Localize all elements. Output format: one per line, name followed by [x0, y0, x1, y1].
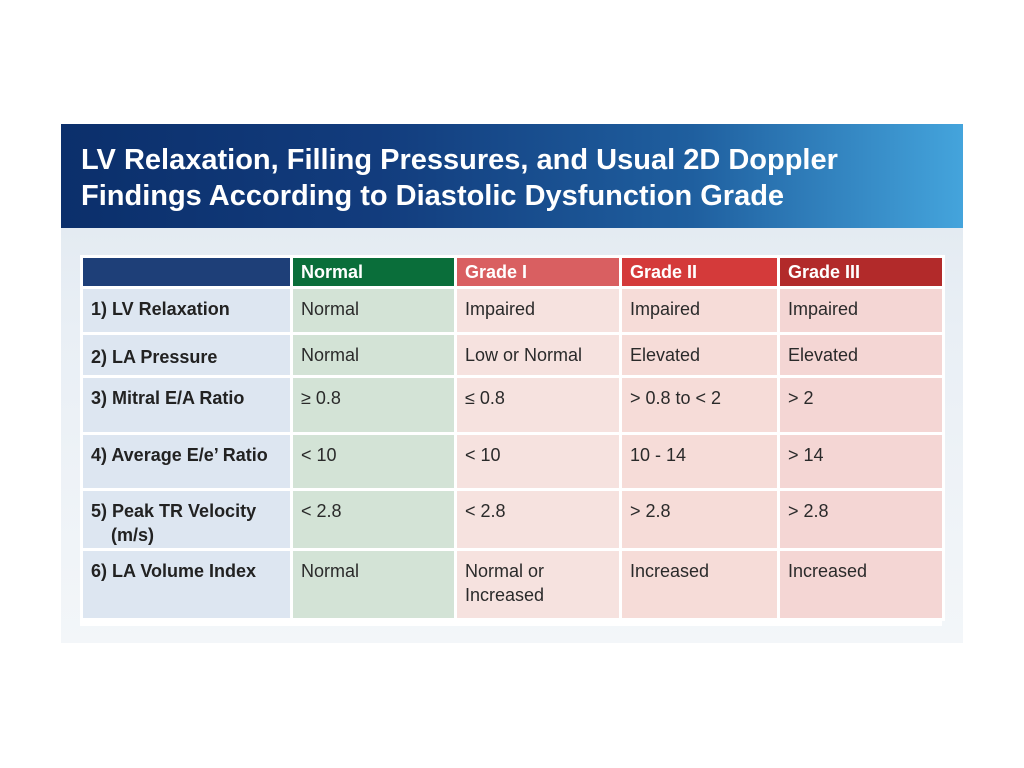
cell-grade-1: ≤ 0.8 [454, 375, 622, 435]
title-line-1: LV Relaxation, Filling Pressures, and Us… [81, 144, 838, 176]
row-label: 6) LA Volume Index [80, 548, 293, 621]
cell-normal: Normal [290, 548, 457, 621]
cell-grade-1: Impaired [454, 286, 622, 335]
header-blank [80, 255, 293, 289]
cell-grade-3: Increased [777, 548, 945, 621]
cell-grade-2: Elevated [619, 332, 780, 378]
slide: LV Relaxation, Filling Pressures, and Us… [61, 124, 963, 643]
table-row: 1) LV Relaxation Normal Impaired Impaire… [80, 286, 945, 335]
header-grade-1: Grade I [454, 255, 622, 289]
header-grade-2: Grade II [619, 255, 780, 289]
cell-grade-1: Low or Normal [454, 332, 622, 378]
row-label: 3) Mitral E/A Ratio [80, 375, 293, 435]
cell-grade-2: 10 - 14 [619, 432, 780, 491]
cell-grade-2: Impaired [619, 286, 780, 335]
cell-grade-3: > 14 [777, 432, 945, 491]
cell-normal: ≥ 0.8 [290, 375, 457, 435]
grading-table: Normal Grade I Grade II Grade III 1) LV … [80, 255, 945, 621]
header-normal: Normal [290, 255, 457, 289]
cell-grade-2: > 2.8 [619, 488, 780, 551]
cell-grade-3: Impaired [777, 286, 945, 335]
cell-grade-3: > 2 [777, 375, 945, 435]
cell-grade-3: > 2.8 [777, 488, 945, 551]
cell-normal: < 10 [290, 432, 457, 491]
table-row: 4) Average E/e’ Ratio < 10 < 10 10 - 14 … [80, 432, 945, 491]
row-label: 2) LA Pressure [80, 332, 293, 378]
row-label-line-1: 5) Peak TR Velocity [91, 501, 257, 521]
cell-grade-1: < 2.8 [454, 488, 622, 551]
cell-grade-1: < 10 [454, 432, 622, 491]
cell-grade-2: > 0.8 to < 2 [619, 375, 780, 435]
title-line-2: Findings According to Diastolic Dysfunct… [81, 180, 785, 212]
row-label: 4) Average E/e’ Ratio [80, 432, 293, 491]
row-label-line-2: (m/s) [111, 525, 155, 545]
cell-grade-3: Elevated [777, 332, 945, 378]
header-grade-3: Grade III [777, 255, 945, 289]
cell-grade-1: Normal or Increased [454, 548, 622, 621]
cell-normal: < 2.8 [290, 488, 457, 551]
grading-table-container: Normal Grade I Grade II Grade III 1) LV … [80, 255, 945, 626]
table-row: 2) LA Pressure Normal Low or Normal Elev… [80, 332, 945, 378]
cell-normal: Normal [290, 332, 457, 378]
cell-grade-2: Increased [619, 548, 780, 621]
title-bar: LV Relaxation, Filling Pressures, and Us… [61, 124, 963, 228]
table-row: 6) LA Volume Index Normal Normal or Incr… [80, 548, 945, 621]
table-row: 3) Mitral E/A Ratio ≥ 0.8 ≤ 0.8 > 0.8 to… [80, 375, 945, 435]
table-row: 5) Peak TR Velocity (m/s) < 2.8 < 2.8 > … [80, 488, 945, 551]
row-label: 1) LV Relaxation [80, 286, 293, 335]
table-header-row: Normal Grade I Grade II Grade III [80, 255, 945, 289]
row-label: 5) Peak TR Velocity (m/s) [80, 488, 293, 551]
cell-normal: Normal [290, 286, 457, 335]
